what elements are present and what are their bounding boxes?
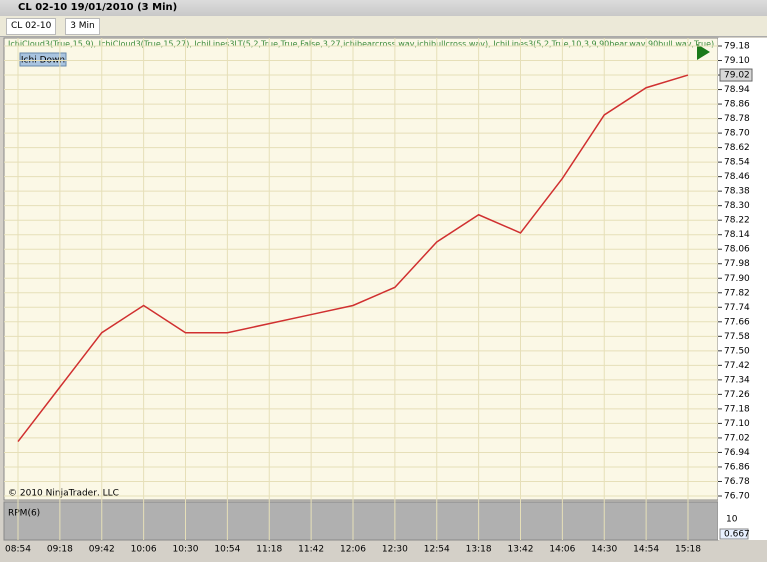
rpm-tick: 10 [726,515,738,525]
time-label: 10:06 [131,545,157,555]
time-label: 12:06 [340,545,366,555]
time-label: 14:06 [549,545,575,555]
price-tick-label: 77.58 [724,332,750,342]
price-tick-label: 78.78 [724,114,750,124]
price-tick-label: 76.70 [724,492,750,502]
title-bar: CL 02-10 19/01/2010 (3 Min) [0,0,767,16]
price-tick-label: 76.78 [724,477,750,487]
play-marker [697,44,710,60]
indicator-list: IchiCloud3(True,15,9), IchiCloud3(True,1… [8,40,714,49]
time-label: 10:30 [173,545,199,555]
time-label: 14:30 [591,545,617,555]
price-tick-label: 78.06 [724,245,750,255]
price-panel [3,37,719,501]
time-label: 13:42 [508,545,534,555]
time-label: 13:18 [466,545,492,555]
price-tick-label: 76.86 [724,462,750,472]
price-tick-label: 78.38 [724,187,750,197]
price-tick-label: 77.26 [724,390,750,400]
current-price: 79.02 [724,71,750,81]
price-tick-label: 78.30 [724,201,750,211]
time-label: 12:30 [382,545,408,555]
instrument-selector[interactable]: CL 02-10 [6,18,57,35]
current-price-box [719,68,753,82]
price-tick-label: 77.42 [724,361,750,371]
price-line [17,74,689,443]
badge-box [19,52,67,67]
time-label: 10:54 [214,545,240,555]
price-tick-label: 79.10 [724,56,750,66]
price-tick-label: 77.98 [724,259,750,269]
chart: IchiCloud3(True,15,9), IchiCloud3(True,1… [3,37,767,555]
price-tick-label: 78.62 [724,143,750,153]
price-tick-label: 78.54 [724,158,750,168]
price-tick-label: 77.02 [724,433,750,443]
price-tick-label: 79.18 [724,42,750,52]
price-tick-label: 77.34 [724,375,750,385]
window-title: CL 02-10 19/01/2010 (3 Min) [18,2,178,13]
price-tick-label: 77.18 [724,404,750,414]
price-tick-label: 77.90 [724,274,750,284]
price-tick-label: 78.86 [724,100,750,110]
rpm-label: RPM(6) [8,509,40,519]
time-label: 11:42 [298,545,324,555]
time-label: 14:54 [633,545,659,555]
price-tick-label: 77.74 [724,303,750,313]
price-tick-label: 77.66 [724,317,750,327]
rpm-panel [3,501,719,541]
price-axis [718,38,767,540]
price-tick-label: 78.46 [724,172,750,182]
time-label: 09:18 [47,545,73,555]
toolbar: CL 02-10 3 Min [0,16,767,37]
copyright: © 2010 NinjaTrader, LLC [8,489,119,499]
rpm-last-box [719,528,749,540]
price-tick-label: 78.70 [724,129,750,139]
rpm-last: 0.667 [724,530,750,540]
time-label: 12:54 [424,545,450,555]
price-tick-label: 78.94 [724,85,750,95]
time-label: 08:54 [5,545,31,555]
time-label: 09:42 [89,545,115,555]
price-tick-label: 78.14 [724,230,750,240]
price-tick-label: 77.10 [724,419,750,429]
interval-selector[interactable]: 3 Min [65,18,100,35]
time-label: 15:18 [675,545,701,555]
price-tick-label: 77.82 [724,288,750,298]
time-label: 11:18 [256,545,282,555]
price-tick-label: 78.22 [724,216,750,226]
price-tick-label: 76.94 [724,448,750,458]
price-tick-label: 77.50 [724,346,750,356]
